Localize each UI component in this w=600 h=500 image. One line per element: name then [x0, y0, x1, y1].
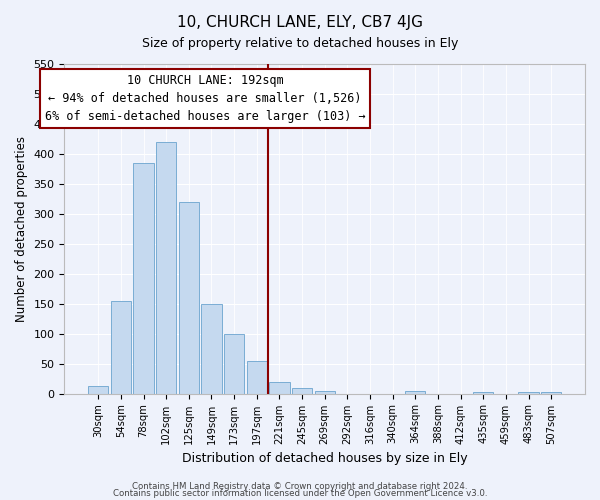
Y-axis label: Number of detached properties: Number of detached properties: [15, 136, 28, 322]
Bar: [133, 163, 154, 394]
Bar: [224, 334, 244, 394]
Bar: [88, 386, 109, 394]
Bar: [473, 392, 493, 394]
Bar: [314, 391, 335, 394]
Bar: [292, 388, 312, 394]
Text: 10 CHURCH LANE: 192sqm
← 94% of detached houses are smaller (1,526)
6% of semi-d: 10 CHURCH LANE: 192sqm ← 94% of detached…: [44, 74, 365, 123]
Bar: [269, 382, 290, 394]
Text: Size of property relative to detached houses in Ely: Size of property relative to detached ho…: [142, 38, 458, 51]
Bar: [247, 360, 267, 394]
Bar: [179, 202, 199, 394]
Text: 10, CHURCH LANE, ELY, CB7 4JG: 10, CHURCH LANE, ELY, CB7 4JG: [177, 15, 423, 30]
Bar: [201, 304, 221, 394]
Bar: [541, 392, 562, 394]
Text: Contains public sector information licensed under the Open Government Licence v3: Contains public sector information licen…: [113, 490, 487, 498]
Bar: [518, 392, 539, 394]
Bar: [405, 390, 425, 394]
Bar: [156, 142, 176, 394]
Text: Contains HM Land Registry data © Crown copyright and database right 2024.: Contains HM Land Registry data © Crown c…: [132, 482, 468, 491]
X-axis label: Distribution of detached houses by size in Ely: Distribution of detached houses by size …: [182, 452, 467, 465]
Bar: [111, 300, 131, 394]
